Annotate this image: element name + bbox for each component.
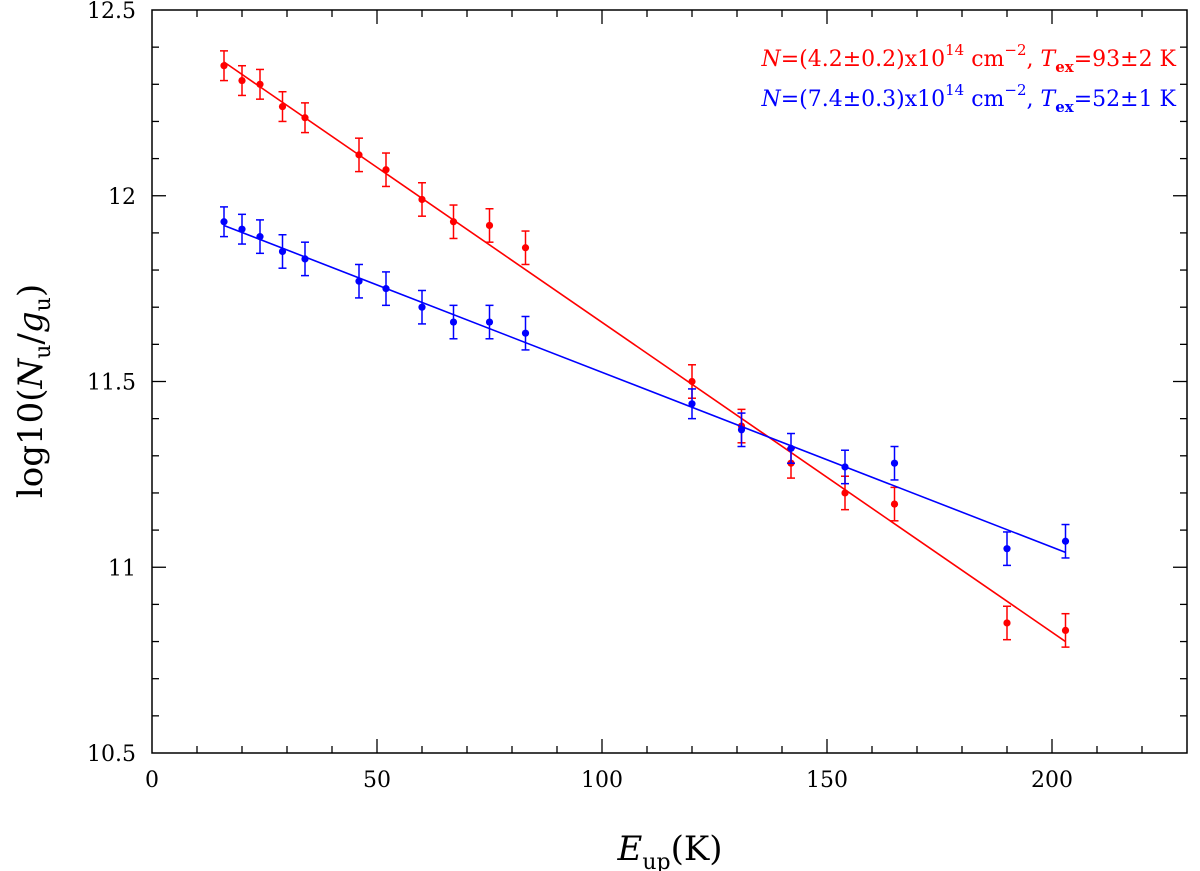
data-point-red <box>418 195 426 204</box>
data-point-blue <box>355 277 363 285</box>
data-point-blue <box>485 318 494 326</box>
x-tick-label: 100 <box>581 768 623 793</box>
series-blue <box>220 206 1070 567</box>
legend-entry-blue: N=(7.4±0.3)x1014 cm−2, Tex=52±1 K <box>760 81 1176 116</box>
data-point-blue <box>1003 545 1011 553</box>
data-point-red <box>238 76 246 85</box>
data-point-red <box>278 102 287 111</box>
data-point-blue <box>688 400 696 408</box>
fit-line-red <box>223 61 1066 643</box>
data-point-red <box>355 151 363 159</box>
data-point-blue <box>382 285 390 293</box>
x-tick-label: 200 <box>1031 768 1073 793</box>
data-point-red <box>1061 626 1070 635</box>
data-point-red <box>485 221 494 230</box>
fit-line-blue <box>223 224 1066 554</box>
data-point-blue <box>737 426 746 434</box>
x-tick-label: 0 <box>145 768 159 793</box>
data-point-red <box>521 244 530 252</box>
data-point-red <box>688 377 696 386</box>
y-tick-label: 10.5 <box>87 742 136 767</box>
data-point-red <box>220 62 228 70</box>
y-tick-label: 12.5 <box>87 0 136 24</box>
data-point-blue <box>890 459 899 467</box>
data-point-red <box>382 166 390 174</box>
legend-entry-red: N=(4.2±0.2)x1014 cm−2, Tex=93±2 K <box>760 41 1176 76</box>
y-tick-label: 11 <box>108 556 136 581</box>
data-point-red <box>256 80 264 88</box>
x-tick-label: 150 <box>806 768 848 793</box>
data-point-red <box>890 500 899 508</box>
series-red <box>220 50 1070 648</box>
data-point-red <box>449 218 458 226</box>
legend: N=(4.2±0.2)x1014 cm−2, Tex=93±2 K N=(7.4… <box>760 41 1176 116</box>
data-point-blue <box>787 444 795 452</box>
y-tick-labels: 10.5 11 11.5 12 12.5 <box>87 0 136 767</box>
y-axis-title: log10(Nu/gu) <box>11 284 56 498</box>
data-point-blue <box>449 318 458 326</box>
data-point-blue <box>278 247 287 256</box>
y-tick-label: 11.5 <box>87 371 136 396</box>
y-tick-label: 12 <box>108 185 136 210</box>
axis-ticks <box>152 10 1187 753</box>
data-point-red <box>301 114 309 122</box>
data-point-blue <box>256 233 264 241</box>
x-tick-labels: 0 50 100 150 200 <box>145 768 1073 793</box>
data-point-blue <box>301 255 309 263</box>
data-point-blue <box>521 329 530 337</box>
data-point-blue <box>220 218 228 226</box>
data-point-blue <box>418 303 426 311</box>
data-point-red <box>1003 619 1011 627</box>
data-point-blue <box>1061 537 1070 545</box>
x-axis-title: Eup(K) <box>616 829 722 871</box>
data-point-blue <box>238 225 246 233</box>
data-point-red <box>841 489 849 497</box>
x-tick-label: 50 <box>363 768 391 793</box>
plot-frame <box>151 9 1188 754</box>
data-point-blue <box>841 463 849 471</box>
series-layer <box>220 50 1070 648</box>
